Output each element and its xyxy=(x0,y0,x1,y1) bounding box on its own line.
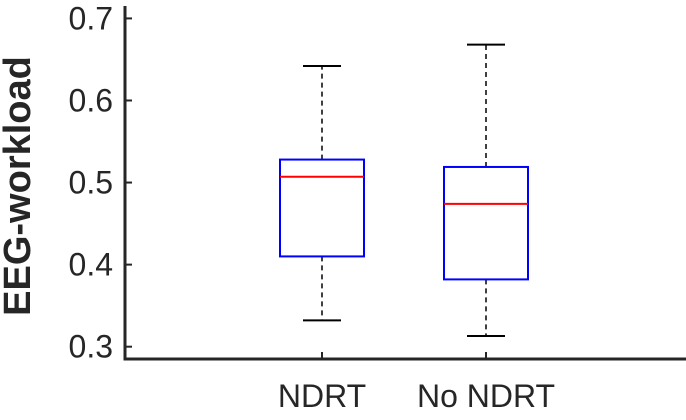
axes xyxy=(123,6,686,361)
box-1 xyxy=(279,65,365,322)
y-tick-label: 0.4 xyxy=(69,247,113,283)
box-iqr xyxy=(279,158,365,258)
y-tick-label: 0.3 xyxy=(69,329,113,365)
x-ticks: NDRT No NDRT xyxy=(278,352,555,414)
y-ticks: 0.3 0.4 0.5 0.6 0.7 xyxy=(69,0,132,365)
y-tick-label: 0.6 xyxy=(69,82,113,118)
x-tick-label: No NDRT xyxy=(417,378,555,414)
y-tick-label: 0.5 xyxy=(69,165,113,201)
box-2 xyxy=(443,43,529,338)
box-iqr xyxy=(443,165,529,281)
y-tick-label: 0.7 xyxy=(69,0,113,36)
y-axis-label: EEG-workload xyxy=(0,56,39,316)
boxes xyxy=(279,43,529,338)
x-tick-label: NDRT xyxy=(278,378,366,414)
